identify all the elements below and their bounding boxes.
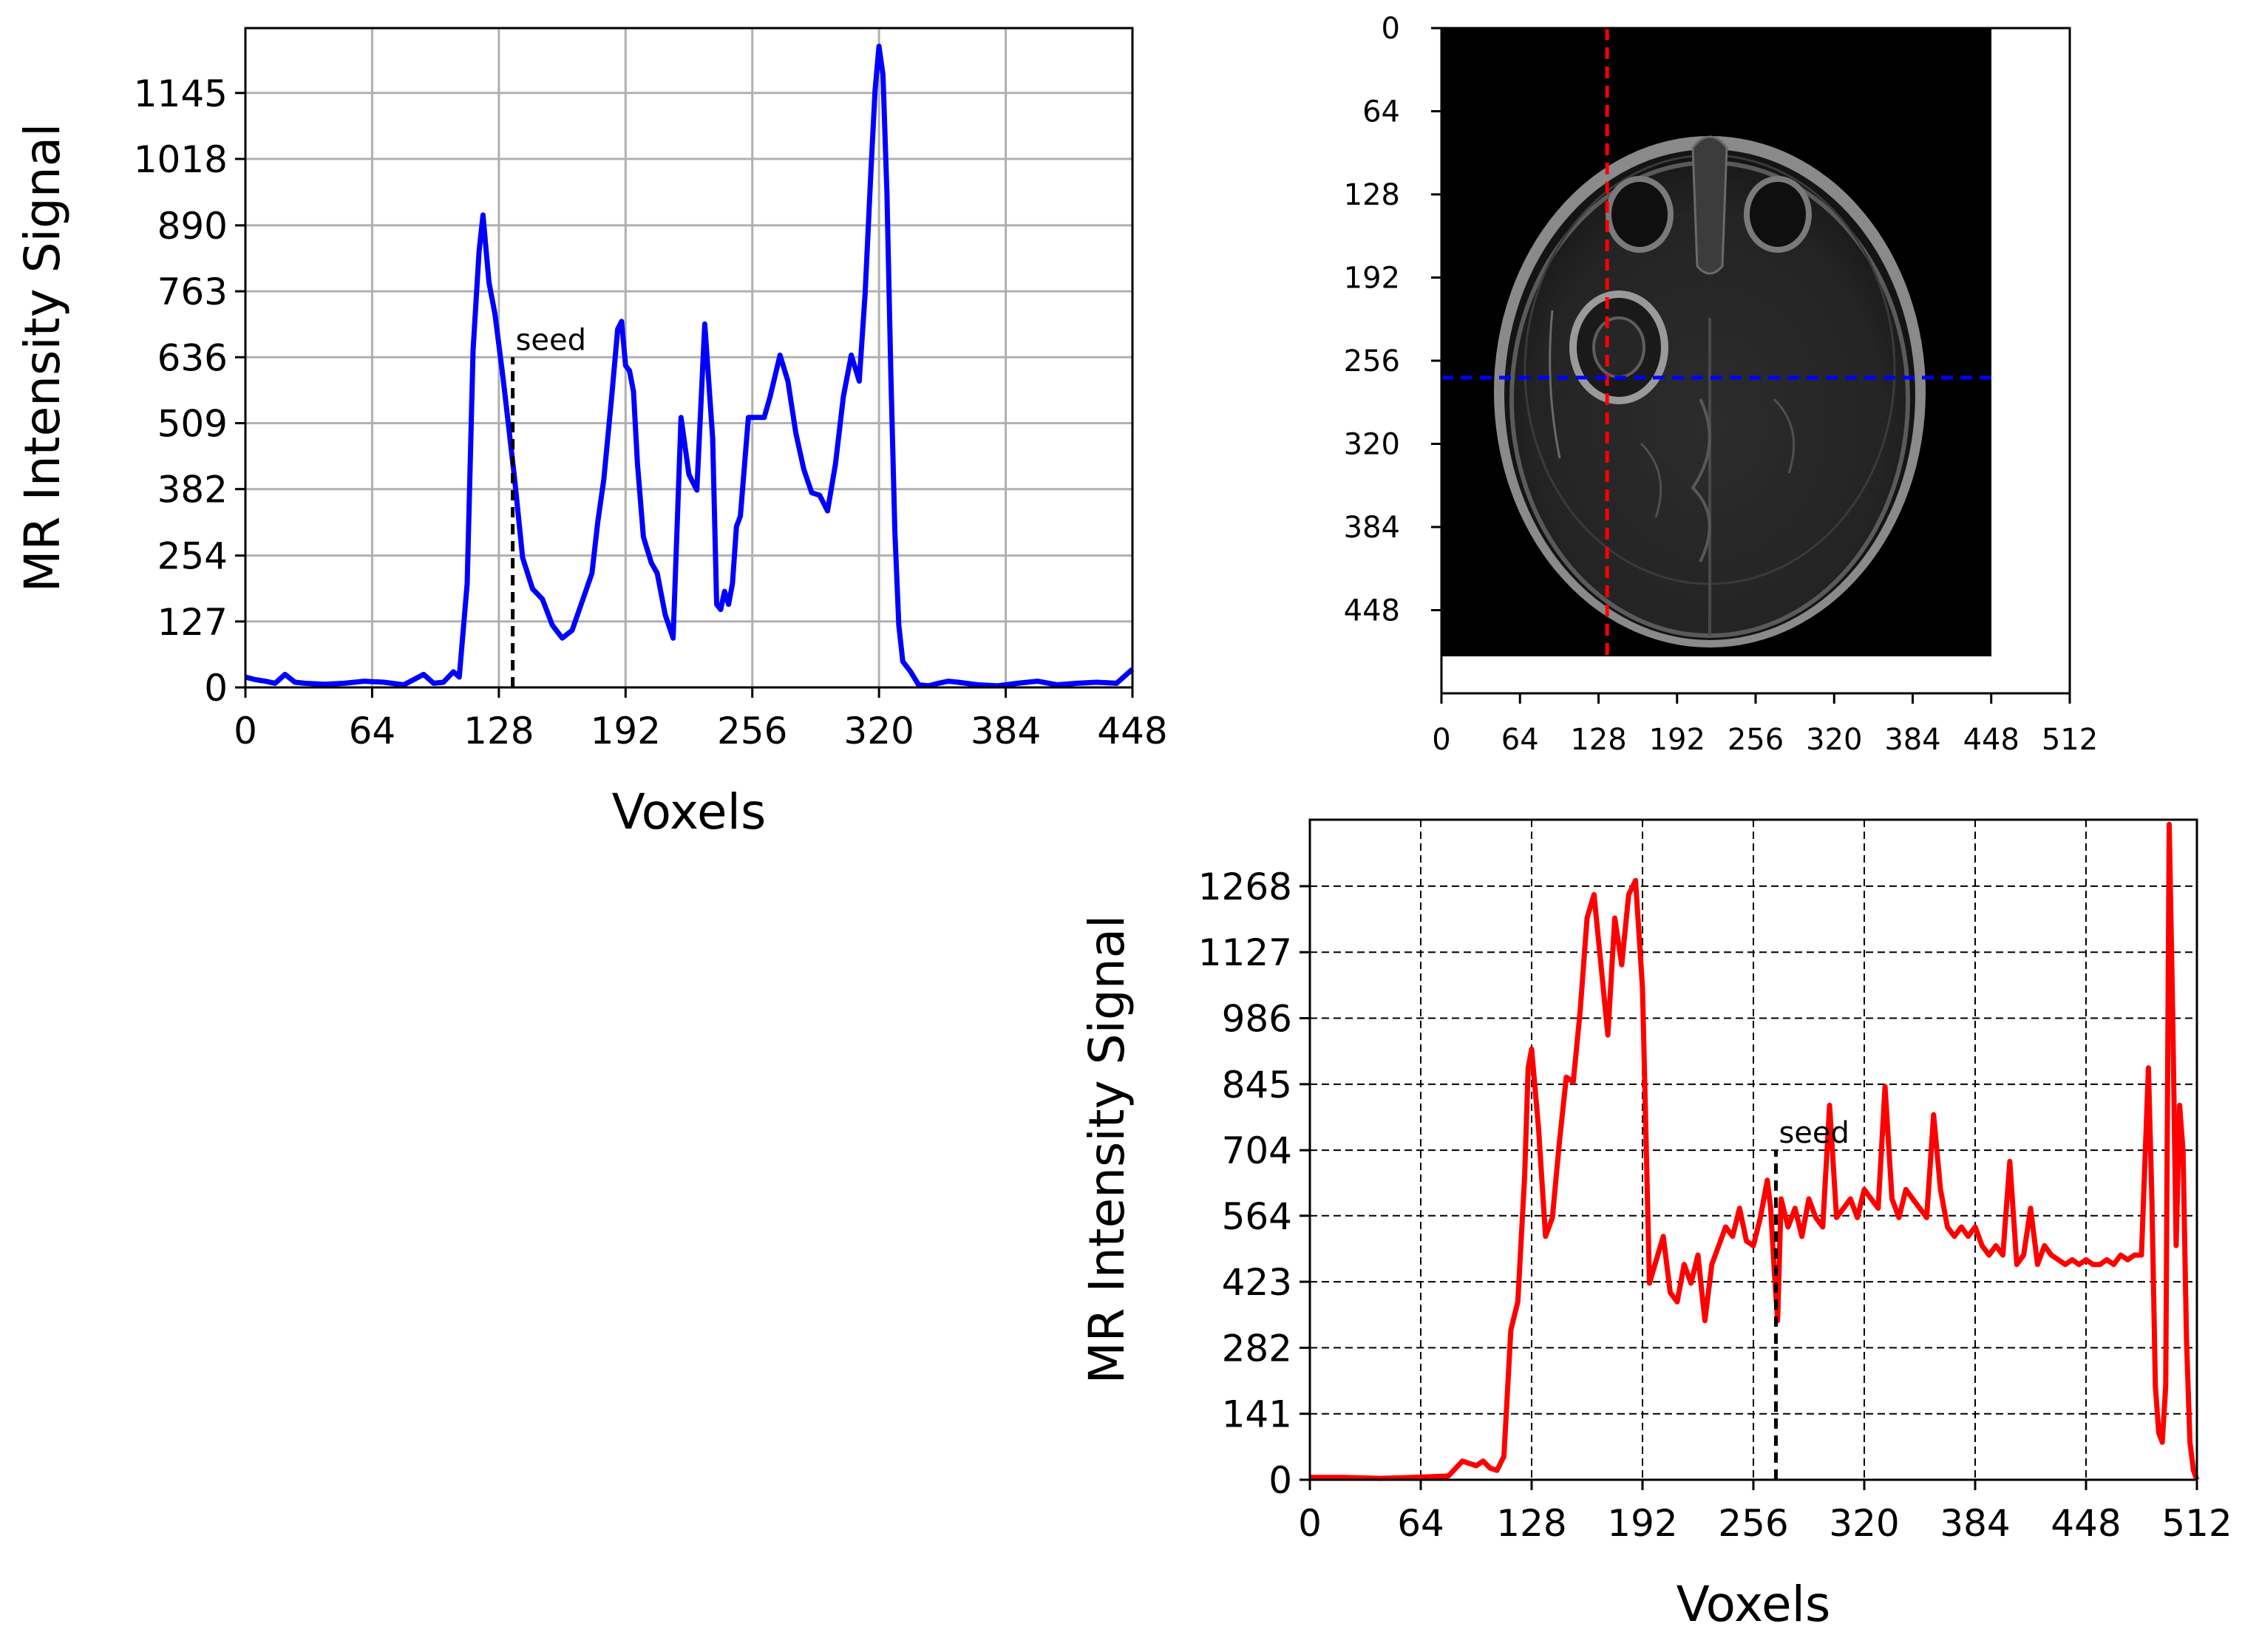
y-tick-label: 986 [1222,998,1292,1041]
y-tick-label: 0 [1268,1459,1292,1502]
x-tick-label: 192 [1607,1502,1677,1545]
x-tick-label: 192 [1649,723,1705,757]
x-tick-label: 448 [2051,1502,2121,1545]
y-tick-label: 509 [157,402,228,445]
y-tick-label: 64 [1362,95,1400,129]
y-tick-label: 256 [1344,344,1400,378]
x-tick-label: 128 [1496,1502,1566,1545]
x-tick-label: 64 [349,710,396,752]
vertical-profile-line-group [1310,821,2200,1481]
y-tick-label: 890 [157,205,228,248]
y-tick-label: 1268 [1198,866,1292,908]
y-tick-label: 0 [204,667,228,710]
x-tick-label: 0 [234,710,257,752]
y-tick-label: 127 [157,601,228,644]
y-tick-label: 763 [157,271,228,313]
vertical-profile-x-ticks: 0 64 128 192 256 320 384 448 512 [1298,1480,2232,1545]
y-tick-label: 141 [1222,1393,1292,1436]
y-tick-label: 448 [1344,594,1400,628]
y-tick-label: 282 [1222,1327,1292,1370]
mri-y-ticks: 0 64 128 192 256 320 384 448 [1344,12,1441,628]
vertical-profile-grid [1309,820,2198,1481]
y-tick-label: 704 [1222,1129,1292,1172]
y-tick-label: 382 [157,469,228,511]
seed-label: seed [516,323,586,357]
y-tick-label: 254 [157,535,228,578]
vertical-profile-chart: seed 0 64 128 192 256 320 384 448 512 0 141 282 423… [1078,818,2232,1633]
y-tick-label: 384 [1344,511,1400,545]
x-tick-label: 384 [971,710,1041,752]
x-tick-label: 0 [1432,723,1450,757]
y-tick-label: 192 [1344,262,1400,296]
x-tick-label: 128 [1570,723,1626,757]
y-tick-label: 636 [157,336,228,379]
y-tick-label: 564 [1222,1195,1292,1238]
x-tick-label: 448 [1097,710,1167,752]
y-tick-label: 845 [1222,1064,1292,1107]
mri-x-ticks: 0 64 128 192 256 320 384 448 512 [1432,693,2098,757]
vertical-profile-y-axis-label: MR Intensity Signal [1078,915,1135,1384]
x-tick-label: 128 [463,710,534,752]
mri-crosshair [1441,28,1991,656]
horizontal-profile-y-axis-label: MR Intensity Signal [14,123,71,593]
x-tick-label: 320 [843,710,914,752]
seed-label: seed [1779,1116,1849,1150]
x-tick-label: 320 [1806,723,1862,757]
vertical-profile-y-ticks: 0 141 282 423 564 704 845 986 1127 1268 [1198,866,1310,1502]
horizontal-profile-grid [244,28,1134,689]
x-tick-label: 384 [1940,1502,2010,1545]
horizontal-profile-x-ticks: 0 64 128 192 256 320 384 448 [234,687,1168,752]
x-tick-label: 256 [1728,723,1784,757]
y-tick-label: 1145 [134,72,228,115]
horizontal-profile-y-ticks: 0 127 254 382 509 636 763 890 1018 1145 [134,72,245,710]
horizontal-profile-line-group [245,44,1135,689]
series-line [1310,821,2200,1481]
y-tick-label: 1127 [1198,931,1292,974]
vertical-profile-seed-marker: seed [1773,1116,1849,1480]
horizontal-profile-x-axis-label: Voxels [612,783,767,840]
x-tick-label: 256 [1718,1502,1788,1545]
horizontal-profile-seed-marker: seed [511,323,586,687]
mri-brain-image [1494,135,1926,647]
x-tick-label: 64 [1397,1502,1444,1545]
y-tick-label: 320 [1344,428,1400,462]
y-tick-label: 1018 [134,138,228,181]
y-tick-label: 128 [1344,178,1400,212]
x-tick-label: 192 [591,710,661,752]
axial-mri-panel: 0 64 128 192 256 320 384 448 512 0 64 128 192 256 320… [1344,12,2099,757]
vertical-profile-x-axis-label: Voxels [1677,1576,1831,1633]
x-tick-label: 448 [1963,723,2020,757]
x-tick-label: 64 [1501,723,1539,757]
x-tick-label: 320 [1829,1502,1899,1545]
x-tick-label: 0 [1298,1502,1322,1545]
series-line [245,44,1135,689]
horizontal-profile-chart: seed 0 64 128 192 256 320 384 448 0 127 254 382 509… [14,27,1168,840]
x-tick-label: 512 [2161,1502,2232,1545]
y-tick-label: 0 [1382,12,1400,46]
x-tick-label: 512 [2042,723,2098,757]
x-tick-label: 256 [717,710,787,752]
x-tick-label: 384 [1884,723,1940,757]
y-tick-label: 423 [1222,1261,1292,1304]
